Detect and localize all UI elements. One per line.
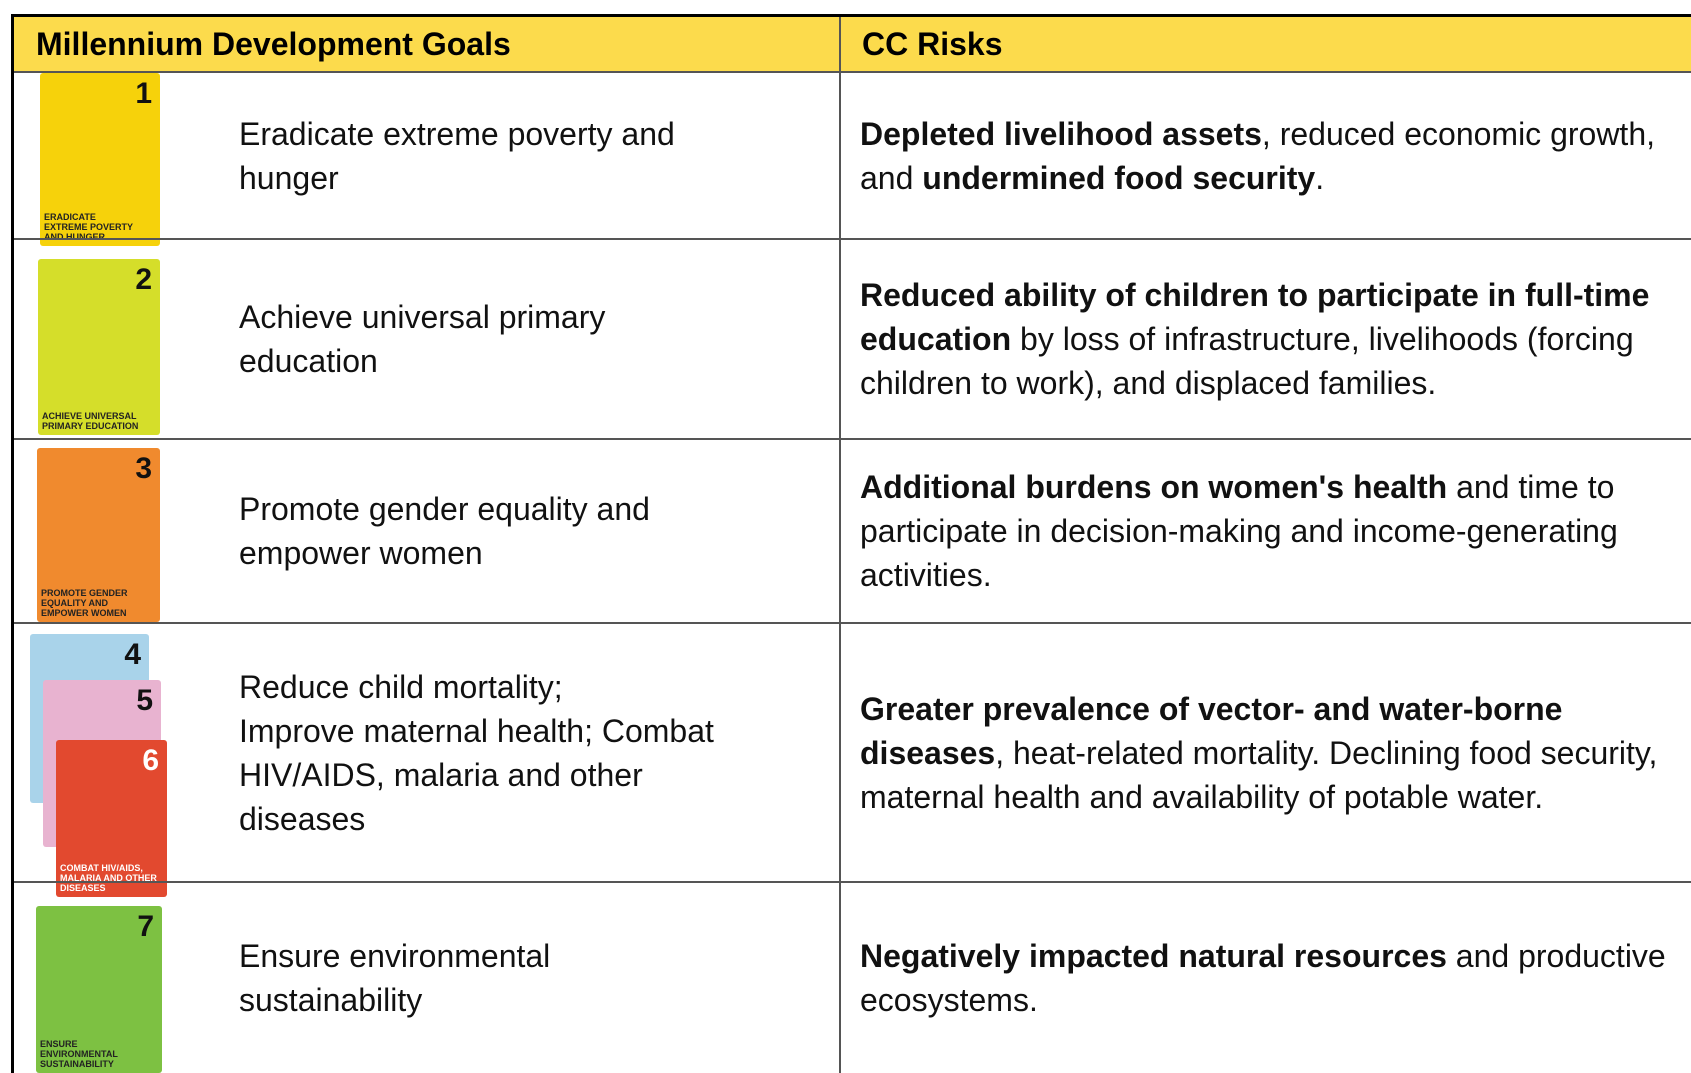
goal-text: Eradicate extreme poverty and hunger	[239, 112, 675, 200]
risk-bold: Depleted livelihood assets	[860, 115, 1262, 152]
risk-text-part: and time to participate in decision-maki…	[860, 469, 1618, 593]
goal-line: diseases	[239, 800, 366, 837]
row-divider	[14, 238, 1691, 240]
icon-label-line: PROMOTE GENDER	[41, 588, 128, 598]
header-cell: CC Risks	[840, 17, 1691, 72]
goal-line: Improve maternal health; Combat	[239, 712, 714, 749]
risk-cell: Additional burdens on women's health and…	[860, 439, 1682, 623]
risk-text-part: by loss of infrastructure, livelihoods (…	[860, 321, 1634, 401]
goal-cell: Promote gender equality and empower women	[239, 439, 834, 623]
icon-number: 3	[135, 452, 152, 485]
risk-text-part: , reduced economic growth, and	[860, 115, 1655, 196]
icon-label: ENSURE ENVIRONMENTAL SUSTAINABILITY	[40, 1039, 118, 1069]
row-divider	[14, 438, 1691, 440]
goal-icon: 1 ERADICATE EXTREME POVERTY AND HUNGER	[40, 73, 160, 246]
icon-label-line: COMBAT HIV/AIDS,	[60, 863, 143, 873]
risk-text-part: .	[1315, 159, 1325, 196]
goal-cell: Eradicate extreme poverty and hunger	[239, 72, 834, 239]
goal-line: Eradicate extreme poverty and	[239, 115, 675, 152]
icon-number: 6	[142, 744, 159, 777]
icon-label-line: ACHIEVE UNIVERSAL	[42, 411, 137, 421]
risk-cell: Negatively impacted natural resources an…	[860, 882, 1682, 1073]
risk-text-part: and productive ecosystems.	[860, 937, 1666, 1018]
icon-label-line: SUSTAINABILITY	[40, 1059, 114, 1069]
icon-number: 2	[135, 263, 152, 296]
goal-icon: 3 PROMOTE GENDER EQUALITY AND EMPOWER WOMEN	[37, 448, 160, 622]
risk-text: Additional burdens on women's health and…	[860, 465, 1682, 597]
header-cell: Millennium Development Goals	[14, 17, 840, 72]
goal-line: empower women	[239, 535, 483, 571]
goal-line: sustainability	[239, 981, 423, 1018]
icon-label-line: EMPOWER WOMEN	[41, 608, 127, 618]
goal-cell: Achieve universal primary education	[239, 239, 834, 439]
row-divider	[14, 71, 1691, 73]
icon-label-line: EXTREME POVERTY	[44, 222, 134, 232]
icon-label: ACHIEVE UNIVERSAL PRIMARY EDUCATION	[42, 411, 138, 431]
goal-line: education	[239, 343, 378, 379]
icon-number: 1	[135, 77, 152, 110]
risk-text: Greater prevalence of vector- and water-…	[860, 687, 1682, 819]
risk-bold: undermined food security	[922, 159, 1316, 196]
risk-text: Depleted livelihood assets, reduced econ…	[860, 112, 1682, 200]
goal-line: Ensure environmental	[239, 937, 551, 974]
icon-label-line: ERADICATE	[44, 212, 96, 222]
risk-text-part: , heat-related mortality. Declining food…	[860, 734, 1658, 815]
goal-text: Reduce child mortality; Improve maternal …	[239, 665, 714, 841]
icon-label: PROMOTE GENDER EQUALITY AND EMPOWER WOMEN	[41, 588, 128, 618]
icon-label-line: AND HUNGER	[44, 232, 106, 242]
icon-number: 7	[137, 910, 154, 943]
goal-line: hunger	[239, 159, 339, 196]
risk-bold: Negatively impacted natural resources	[860, 937, 1447, 974]
icon-label-line: ENSURE	[40, 1039, 78, 1049]
risk-cell: Greater prevalence of vector- and water-…	[860, 623, 1682, 882]
risk-bold: Reduced ability of children to participa…	[860, 277, 1650, 357]
risk-text: Reduced ability of children to participa…	[860, 273, 1682, 405]
goal-text: Ensure environmental sustainability	[239, 934, 550, 1022]
goal-line: Reduce child mortality;	[239, 668, 563, 705]
left-border	[11, 14, 14, 1073]
icon-label-line: EQUALITY AND	[41, 598, 109, 608]
icon-label-line: PRIMARY EDUCATION	[42, 421, 139, 431]
top-border	[11, 14, 1691, 17]
goal-cell: Reduce child mortality; Improve maternal …	[239, 623, 834, 882]
icon-label: ERADICATE EXTREME POVERTY AND HUNGER	[44, 212, 133, 242]
risk-bold: Additional burdens on women's health	[860, 469, 1448, 505]
goal-text: Promote gender equality and empower women	[239, 487, 650, 575]
row-divider	[14, 881, 1691, 883]
icon-number: 4	[124, 638, 141, 671]
icon-label-line: MALARIA AND OTHER	[60, 873, 157, 883]
icon-number: 5	[136, 684, 153, 717]
risk-cell: Depleted livelihood assets, reduced econ…	[860, 72, 1682, 239]
goal-text: Achieve universal primary education	[239, 295, 605, 383]
icon-label-line: ENVIRONMENTAL	[40, 1049, 118, 1059]
goal-icon: 2 ACHIEVE UNIVERSAL PRIMARY EDUCATION	[38, 259, 160, 435]
risk-cell: Reduced ability of children to participa…	[860, 239, 1682, 439]
icon-label-line: DISEASES	[60, 883, 106, 893]
goal-line: HIV/AIDS, malaria and other	[239, 756, 643, 793]
goal-icon: 6 COMBAT HIV/AIDS, MALARIA AND OTHER DISEAS…	[56, 740, 167, 897]
column-divider	[839, 17, 841, 1073]
risk-text: Negatively impacted natural resources an…	[860, 934, 1682, 1022]
row-divider	[14, 622, 1691, 624]
risk-bold: Greater prevalence of vector- and water-…	[860, 690, 1563, 771]
goal-cell: Ensure environmental sustainability	[239, 882, 834, 1073]
goal-icon: 7 ENSURE ENVIRONMENTAL SUSTAINABILITY	[36, 906, 162, 1073]
icon-label: COMBAT HIV/AIDS, MALARIA AND OTHER DISEASE…	[60, 863, 157, 893]
goal-line: Promote gender equality and	[239, 491, 650, 527]
goal-line: Achieve universal primary	[239, 299, 606, 335]
